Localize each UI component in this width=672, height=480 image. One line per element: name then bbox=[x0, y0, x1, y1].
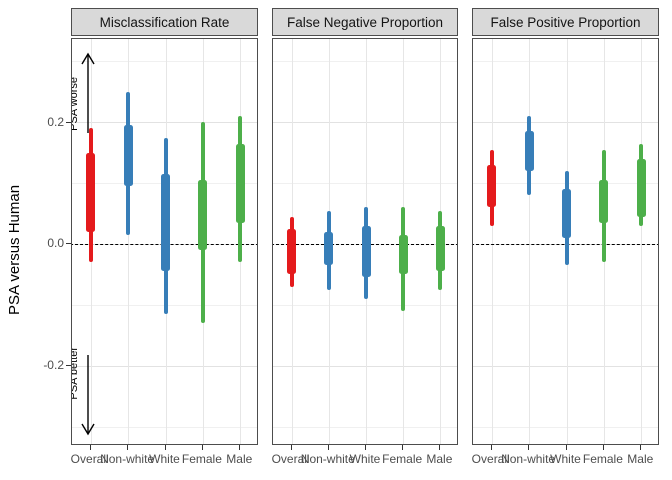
interval-inner-non-white bbox=[324, 231, 334, 266]
annotation-psa-worse: PSA worse bbox=[71, 77, 80, 131]
x-axis-tick-mark bbox=[201, 445, 203, 450]
interval-inner-white bbox=[361, 225, 371, 278]
x-axis-tick-mark bbox=[565, 445, 567, 450]
x-tick-label-female: Female bbox=[582, 452, 623, 466]
x-axis-tick-mark bbox=[490, 445, 492, 450]
x-tick-label-overall: Overall bbox=[471, 452, 510, 466]
x-tick-label-female: Female bbox=[181, 452, 222, 466]
gridline-vertical bbox=[128, 39, 130, 444]
x-tick-label-non-white: Non-white bbox=[100, 452, 155, 466]
x-axis-tick-mark bbox=[327, 445, 329, 450]
down-arrow-icon bbox=[81, 355, 95, 436]
gridline-minor bbox=[473, 61, 658, 63]
interval-inner-overall bbox=[287, 228, 297, 275]
y-axis-tick-mark bbox=[66, 243, 71, 244]
gridline-major bbox=[473, 122, 658, 124]
panel-body bbox=[472, 38, 659, 445]
x-axis-tick-mark bbox=[365, 445, 366, 450]
x-tick-label-overall: Overall bbox=[70, 452, 109, 466]
x-axis-tick-mark bbox=[290, 445, 292, 450]
x-axis-tick-mark bbox=[602, 445, 604, 450]
gridline-minor bbox=[473, 304, 658, 306]
gridline-major bbox=[273, 122, 457, 124]
panel-body bbox=[272, 38, 458, 445]
x-axis-tick-mark bbox=[439, 445, 441, 450]
interval-inner-female bbox=[198, 180, 208, 251]
facet-panel: Misclassification Rate PSA worse PSA bette… bbox=[71, 8, 258, 478]
gridline-minor bbox=[273, 426, 457, 428]
gridline-minor bbox=[273, 304, 457, 306]
x-tick-label-non-white: Non-white bbox=[501, 452, 556, 466]
interval-inner-overall bbox=[86, 152, 96, 232]
gridline-major bbox=[72, 122, 257, 124]
x-tick-label-non-white: Non-white bbox=[300, 452, 355, 466]
x-axis-tick-mark bbox=[127, 445, 129, 450]
x-axis-tick-mark bbox=[528, 445, 530, 450]
y-axis-tick-mark bbox=[66, 121, 71, 123]
facet-strip: Misclassification Rate bbox=[71, 8, 258, 36]
gridline-vertical bbox=[529, 39, 531, 444]
interval-inner-male bbox=[235, 143, 245, 223]
x-axis-tick-mark bbox=[89, 445, 91, 450]
y-tick-label: 0.0 bbox=[47, 236, 64, 250]
x-axis-tick-mark bbox=[164, 445, 166, 450]
gridline-major bbox=[273, 365, 457, 367]
interval-inner-male bbox=[435, 225, 445, 272]
gridline-vertical bbox=[491, 39, 493, 444]
x-tick-label-male: Male bbox=[627, 452, 654, 466]
facet-strip-label: Misclassification Rate bbox=[99, 14, 230, 30]
facet-panel: False Positive Proportion Overall Non-whit… bbox=[472, 8, 659, 478]
gridline-vertical bbox=[641, 39, 643, 444]
up-arrow-icon bbox=[81, 52, 95, 133]
x-tick-label-male: Male bbox=[426, 452, 453, 466]
x-tick-label-female: Female bbox=[382, 452, 423, 466]
interval-inner-female bbox=[599, 180, 609, 223]
interval-inner-non-white bbox=[123, 125, 133, 187]
x-tick-label-male: Male bbox=[226, 452, 253, 466]
x-tick-label-overall: Overall bbox=[271, 452, 310, 466]
x-axis-tick-mark bbox=[239, 445, 241, 450]
annotation-psa-better: PSA better bbox=[71, 347, 80, 400]
gridline-minor bbox=[273, 183, 457, 185]
facet-strip-label: False Positive Proportion bbox=[490, 14, 641, 30]
facet-strip: False Negative Proportion bbox=[272, 8, 458, 36]
x-tick-label-white: White bbox=[149, 452, 180, 466]
interval-inner-overall bbox=[487, 164, 497, 208]
x-tick-label-white: White bbox=[349, 452, 381, 466]
interval-inner-non-white bbox=[524, 131, 534, 171]
interval-inner-male bbox=[636, 158, 646, 217]
gridline-minor bbox=[473, 426, 658, 428]
x-axis-tick-mark bbox=[640, 445, 642, 450]
gridline-major bbox=[473, 365, 658, 367]
facet-strip: False Positive Proportion bbox=[472, 8, 659, 36]
interval-inner-white bbox=[161, 174, 170, 272]
interval-inner-female bbox=[398, 234, 408, 275]
interval-inner-white bbox=[562, 189, 571, 238]
facet-strip-label: False Negative Proportion bbox=[286, 14, 444, 30]
y-axis-title: PSA versus Human bbox=[6, 184, 23, 316]
y-tick-label: -0.2 bbox=[43, 357, 64, 372]
gridline-major bbox=[72, 365, 257, 367]
facet-panel: False Negative Proportion Overall Non-whit… bbox=[272, 8, 458, 478]
panel-body: PSA worse PSA better bbox=[71, 38, 258, 445]
gridline-minor bbox=[72, 426, 257, 428]
x-tick-label-white: White bbox=[550, 452, 581, 466]
gridline-minor bbox=[72, 61, 257, 63]
x-axis-tick-mark bbox=[402, 445, 404, 450]
y-axis-tick-mark bbox=[66, 364, 71, 366]
gridline-minor bbox=[273, 61, 457, 63]
y-tick-label: 0.2 bbox=[47, 114, 64, 129]
